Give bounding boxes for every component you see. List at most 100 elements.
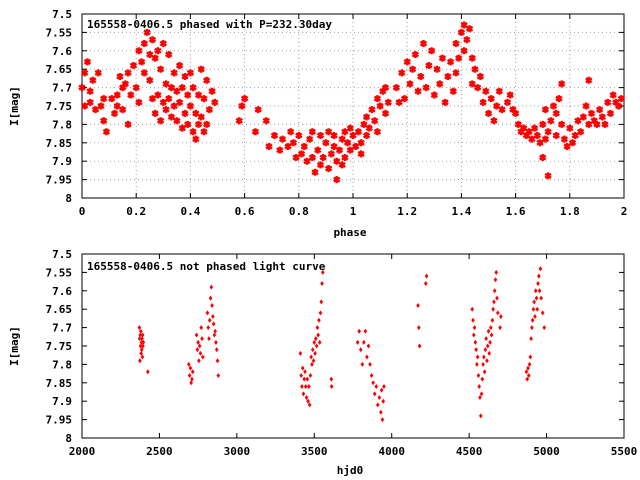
data-point — [177, 99, 183, 106]
data-point — [368, 362, 372, 367]
data-point — [486, 110, 492, 117]
data-point — [213, 332, 217, 337]
data-point — [155, 47, 161, 54]
data-point — [136, 47, 142, 54]
data-point — [209, 88, 215, 95]
data-point — [496, 88, 502, 95]
data-point — [330, 384, 334, 389]
data-point — [366, 125, 372, 132]
data-point — [513, 110, 519, 117]
data-point — [193, 136, 199, 143]
data-point — [87, 88, 93, 95]
x-tick-2500: 2500 — [146, 445, 173, 458]
data-point — [487, 329, 491, 334]
data-point — [381, 417, 385, 422]
data-point — [236, 117, 242, 124]
data-point — [82, 69, 88, 76]
y-axis-label: I[mag] — [8, 86, 21, 126]
y-tick-label: 7.75 — [46, 100, 73, 113]
data-point — [301, 366, 305, 371]
data-point — [302, 391, 306, 396]
data-point — [200, 336, 204, 341]
data-point — [570, 139, 576, 146]
data-point — [423, 84, 429, 91]
x-tick-1-6: 1.6 — [506, 205, 526, 218]
data-point — [252, 128, 258, 135]
data-point — [495, 296, 499, 301]
data-point — [616, 103, 622, 110]
data-point — [342, 154, 348, 161]
data-point — [319, 310, 323, 315]
data-point — [210, 303, 214, 308]
data-point — [379, 410, 383, 415]
data-point — [299, 373, 303, 378]
data-point — [450, 88, 456, 95]
data-point — [149, 36, 155, 43]
y-axis-label: I[mag] — [8, 326, 21, 366]
x-tick-0-4: 0.4 — [180, 205, 200, 218]
data-point — [189, 380, 193, 385]
data-point — [152, 110, 158, 117]
data-point — [326, 165, 332, 172]
data-point — [315, 344, 319, 349]
x-tick-4000: 4000 — [378, 445, 405, 458]
data-point — [586, 77, 592, 84]
data-point — [309, 373, 313, 378]
data-point — [166, 51, 172, 58]
data-point — [385, 99, 391, 106]
data-point — [360, 362, 364, 367]
data-point — [317, 161, 323, 168]
data-point — [532, 299, 536, 304]
data-point — [211, 314, 215, 319]
data-point — [418, 344, 422, 349]
data-point — [507, 91, 513, 98]
phased-light-curve-panel: 7.57.557.67.657.77.757.87.857.97.9580 0.2… — [8, 8, 627, 239]
y-tick-label: 8 — [65, 192, 72, 205]
data-point — [103, 128, 109, 135]
data-point — [594, 121, 600, 128]
data-point — [304, 384, 308, 389]
data-point — [494, 270, 498, 275]
x-tick-0: 0 — [79, 205, 86, 218]
y-tick-label: 7.5 — [52, 248, 72, 261]
data-point — [399, 69, 405, 76]
data-point — [323, 139, 329, 146]
data-point — [479, 413, 483, 418]
y-tick-label: 7.7 — [52, 322, 72, 335]
data-point — [328, 150, 334, 157]
y-tick-label: 7.95 — [46, 174, 73, 187]
data-point — [545, 128, 551, 135]
data-point — [358, 139, 364, 146]
data-point — [489, 325, 493, 330]
data-point — [280, 136, 286, 143]
data-point — [453, 69, 459, 76]
data-point — [490, 332, 494, 337]
y-tick-label: 7.65 — [46, 303, 73, 316]
data-point — [330, 377, 334, 382]
data-point — [533, 314, 537, 319]
data-point — [95, 69, 101, 76]
data-point — [456, 55, 462, 62]
data-point — [307, 136, 313, 143]
y-tick-label: 7.85 — [46, 137, 73, 150]
data-point — [198, 114, 204, 121]
data-point — [383, 84, 389, 91]
data-point — [453, 40, 459, 47]
data-point — [296, 132, 302, 139]
data-point — [404, 58, 410, 65]
data-point — [561, 136, 567, 143]
y-tick-label: 8 — [65, 432, 72, 445]
data-point — [484, 336, 488, 341]
data-point — [439, 55, 445, 62]
data-point — [364, 114, 370, 121]
data-point — [474, 340, 478, 345]
data-point — [473, 325, 477, 330]
data-point — [374, 128, 380, 135]
data-point — [204, 77, 210, 84]
data-point — [539, 296, 543, 301]
x-tick-4500: 4500 — [456, 445, 483, 458]
data-point — [545, 172, 551, 179]
data-point — [542, 106, 548, 113]
data-point — [540, 121, 546, 128]
data-point — [90, 77, 96, 84]
